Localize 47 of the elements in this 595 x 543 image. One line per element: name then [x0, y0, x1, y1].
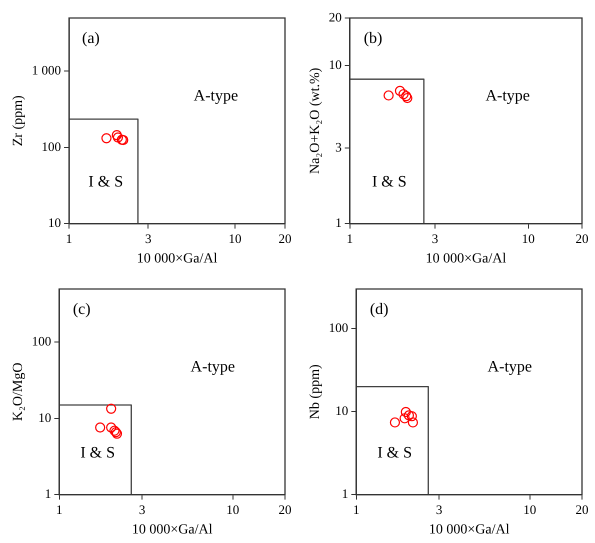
- y-tick-label: 100: [328, 320, 348, 336]
- x-tick-label: 1: [353, 502, 360, 517]
- x-tick-label: 20: [278, 502, 292, 517]
- y-tick-label: 10: [38, 410, 52, 425]
- y-tick-label: 1: [44, 486, 52, 502]
- y-axis-title: Nb (ppm): [308, 364, 324, 420]
- y-axis-title: K₂O/MgO: [11, 362, 26, 422]
- x-tick-label: 20: [576, 502, 588, 517]
- y-tick-label: 10: [48, 215, 62, 230]
- y-tick-label: 3: [335, 140, 342, 155]
- annotation: A-type: [485, 87, 530, 104]
- y-tick-label: 1: [335, 215, 342, 230]
- x-tick-label: 10: [522, 230, 535, 246]
- y-axis-title: Na₂O+K₂O (wt.%): [308, 67, 324, 174]
- x-tick-label: 3: [436, 502, 442, 517]
- y-tick-label: 1 000: [32, 62, 62, 78]
- x-tick-label: 3: [432, 230, 438, 246]
- y-tick-label: 10: [328, 56, 342, 72]
- annotation: (a): [82, 30, 100, 47]
- x-axis-title: 10 000×Ga/Al: [136, 251, 218, 266]
- annotation: (d): [370, 300, 388, 318]
- x-tick-label: 20: [576, 230, 588, 246]
- y-axis-title: Zr (ppm): [11, 95, 26, 146]
- annotation: A-type: [488, 358, 532, 376]
- y-tick-label: 10: [335, 403, 348, 418]
- y-tick-label: 20: [328, 9, 342, 24]
- annotation: (c): [72, 300, 91, 318]
- x-tick-label: 1: [66, 230, 72, 246]
- y-tick-label: 100: [32, 334, 52, 349]
- annotation: I & S: [372, 174, 407, 191]
- y-tick-label: 1: [342, 486, 348, 502]
- x-tick-label: 3: [138, 502, 146, 517]
- x-tick-label: 10: [226, 502, 240, 517]
- x-axis-title: 10 000×Ga/Al: [426, 251, 506, 266]
- annotation: A-type: [194, 87, 238, 104]
- annotation: I & S: [80, 444, 116, 462]
- annotation: (b): [364, 30, 382, 47]
- y-tick-label: 100: [42, 138, 62, 154]
- x-tick-label: 20: [278, 230, 292, 246]
- annotation: I & S: [88, 174, 124, 191]
- x-tick-label: 10: [523, 502, 536, 517]
- x-tick-label: 10: [228, 230, 242, 246]
- x-axis-title: 10 000×Ga/Al: [132, 522, 213, 538]
- x-axis-title: 10 000×Ga/Al: [428, 522, 510, 538]
- annotation: A-type: [190, 358, 235, 376]
- annotation: I & S: [377, 444, 412, 462]
- x-tick-label: 3: [144, 230, 152, 246]
